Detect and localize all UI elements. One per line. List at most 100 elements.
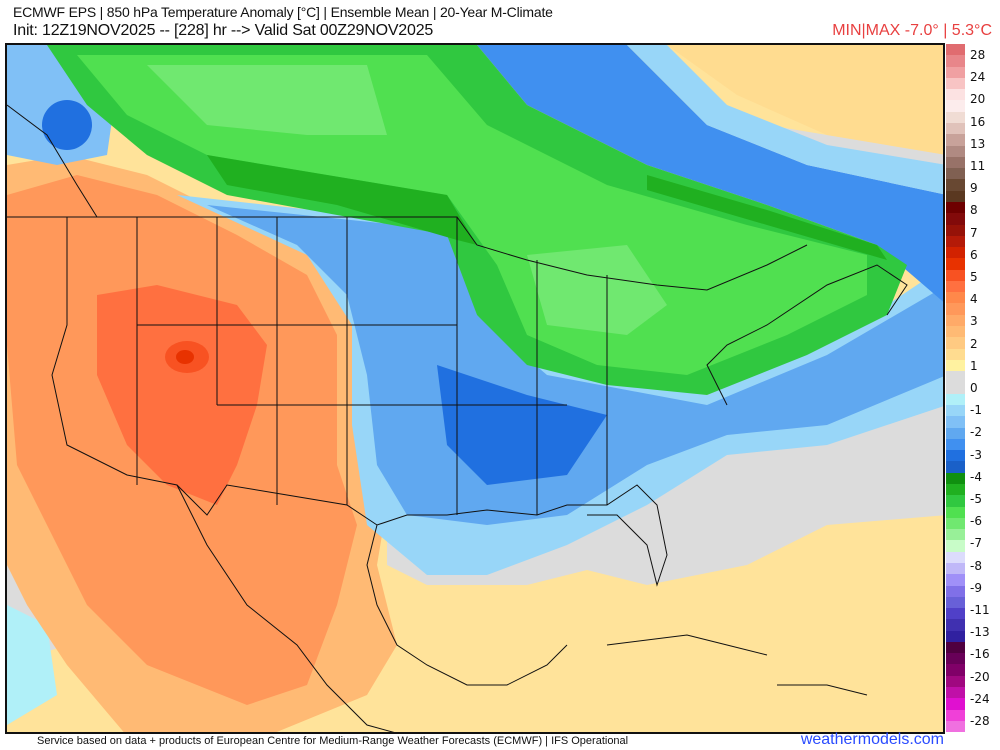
colorbar-swatch [946, 55, 965, 67]
brand-link[interactable]: weathermodels.com [800, 731, 944, 748]
colorbar-tick-label: -4 [970, 469, 982, 484]
lightblue-pacific-region [7, 605, 57, 725]
colorbar-swatch [946, 77, 965, 90]
colorbar-swatch [946, 111, 965, 123]
attribution-text: Service based on data + products of Euro… [37, 735, 629, 747]
colorbar-tick-label: -24 [970, 691, 990, 706]
colorbar-swatch [946, 450, 965, 462]
min-max-readout: MIN|MAX -7.0° | 5.3°C [832, 22, 992, 39]
colorbar-swatch [946, 190, 965, 202]
colorbar-swatch [946, 483, 965, 496]
colorbar-swatch [946, 574, 965, 586]
colorbar-swatch [946, 630, 965, 642]
colorbar-swatch [946, 653, 965, 665]
colorbar-swatch [946, 382, 965, 394]
colorbar-swatch [946, 359, 965, 372]
colorbar-swatch [946, 675, 965, 688]
colorbar-swatch [946, 66, 965, 78]
colorbar-tick-label: 0 [970, 381, 978, 395]
colorbar-swatch [946, 224, 965, 236]
colorbar-tick-label: -28 [970, 714, 990, 728]
colorbar-swatch [946, 427, 965, 439]
warm-northeast-corner [667, 45, 943, 155]
colorbar-tick-label: -7 [970, 536, 982, 551]
colorbar-tick-label: 1 [970, 358, 978, 373]
colorbar-swatch [946, 201, 965, 214]
colorbar-swatch [946, 720, 965, 733]
colorbar-swatch [946, 585, 965, 597]
colorbar-swatch [946, 596, 965, 609]
colorbar-swatch [946, 134, 965, 146]
colorbar-swatch [946, 664, 965, 676]
colorbar-swatch [946, 156, 965, 169]
political-borders [7, 104, 908, 732]
init-valid-line: Init: 12Z19NOV2025 -- [228] hr --> Valid… [13, 22, 434, 39]
colorbar-swatch [946, 438, 965, 451]
colorbar-swatch [946, 326, 965, 338]
colorbar-swatch [946, 495, 965, 507]
colorbar-swatch [946, 709, 965, 721]
colorbar-tick-label: -3 [970, 447, 982, 462]
colorbar-tick-label: -9 [970, 580, 982, 595]
colorbar-swatch [946, 280, 965, 293]
colorbar-tick-label: 9 [970, 181, 978, 196]
colorbar-swatch [946, 168, 965, 180]
colorbar-swatch [946, 314, 965, 327]
green-anomaly-inner [77, 55, 867, 375]
colorbar-swatch [946, 517, 965, 530]
cold-blue-band [207, 205, 943, 525]
colorbar-tick-label: 4 [970, 292, 978, 307]
colorbar-swatch [946, 89, 965, 101]
colorbar-swatch [946, 371, 965, 383]
colorbar-swatch [946, 258, 965, 270]
cold-alaska-core [42, 100, 92, 150]
colorbar-tick-label: 5 [970, 270, 978, 284]
colorbar-swatch [946, 506, 965, 518]
colorbar-swatch [946, 269, 965, 281]
colorbar-swatch [946, 608, 965, 620]
colorbar-tick-label: 8 [970, 203, 978, 218]
colorbar-swatch [946, 292, 965, 304]
colorbar-swatch [946, 619, 965, 631]
colorbar-tick-label: 24 [970, 70, 986, 85]
colorbar-tick-label: -16 [970, 647, 990, 662]
colorbar-tick-label: 28 [970, 48, 986, 62]
colorbar-labels: 28 24 20 16 13 11 9 8 7 6 5 4 3 2 1 0 -1 -2 -3 -4 -5 -6 -7 -8 -9… [970, 44, 1000, 732]
colorbar-swatch [946, 562, 965, 575]
colorbar-swatch [946, 405, 965, 417]
colorbar-swatch [946, 145, 965, 157]
colorbar-tick-label: -8 [970, 558, 982, 573]
temperature-anomaly-map [5, 43, 945, 734]
green-anomaly-dark-edge [207, 155, 887, 260]
cold-northeast-fringe [627, 45, 943, 195]
colorbar-tick-label: -6 [970, 514, 982, 529]
warm-anomaly-core [97, 285, 267, 505]
colorbar-swatch [946, 529, 965, 541]
colorbar-swatch [946, 247, 965, 259]
colorbar-swatch [946, 472, 965, 484]
colorbar-tick-label: 11 [970, 159, 986, 173]
colorbar-swatch [946, 100, 965, 112]
colorbar-tick-label: 13 [970, 136, 986, 151]
colorbar-tick-label: 2 [970, 336, 978, 351]
colorbar-swatch [946, 698, 965, 710]
colorbar-swatch [946, 393, 965, 405]
colorbar-swatch [946, 213, 965, 225]
colorbar-tick-label: 7 [970, 225, 978, 240]
colorbar-tick-label: -5 [970, 492, 982, 506]
colorbar-swatch [946, 540, 965, 552]
cold-northeast-band [477, 45, 943, 302]
colorbar-swatch [946, 551, 965, 563]
colorbar-swatch [946, 122, 965, 135]
colorbar-tick-label: -20 [970, 669, 990, 684]
warm-anomaly-max [176, 350, 194, 364]
colorbar-tick-label: 6 [970, 247, 978, 262]
colorbar-tick-label: -13 [970, 625, 990, 640]
colorbar [946, 44, 965, 733]
colorbar-swatch [946, 337, 965, 349]
colorbar-swatch [946, 687, 965, 699]
colorbar-tick-label: -11 [970, 603, 990, 617]
colorbar-swatch [946, 235, 965, 248]
colorbar-tick-label: -1 [970, 403, 982, 418]
map-title: ECMWF EPS | 850 hPa Temperature Anomaly … [13, 4, 553, 20]
